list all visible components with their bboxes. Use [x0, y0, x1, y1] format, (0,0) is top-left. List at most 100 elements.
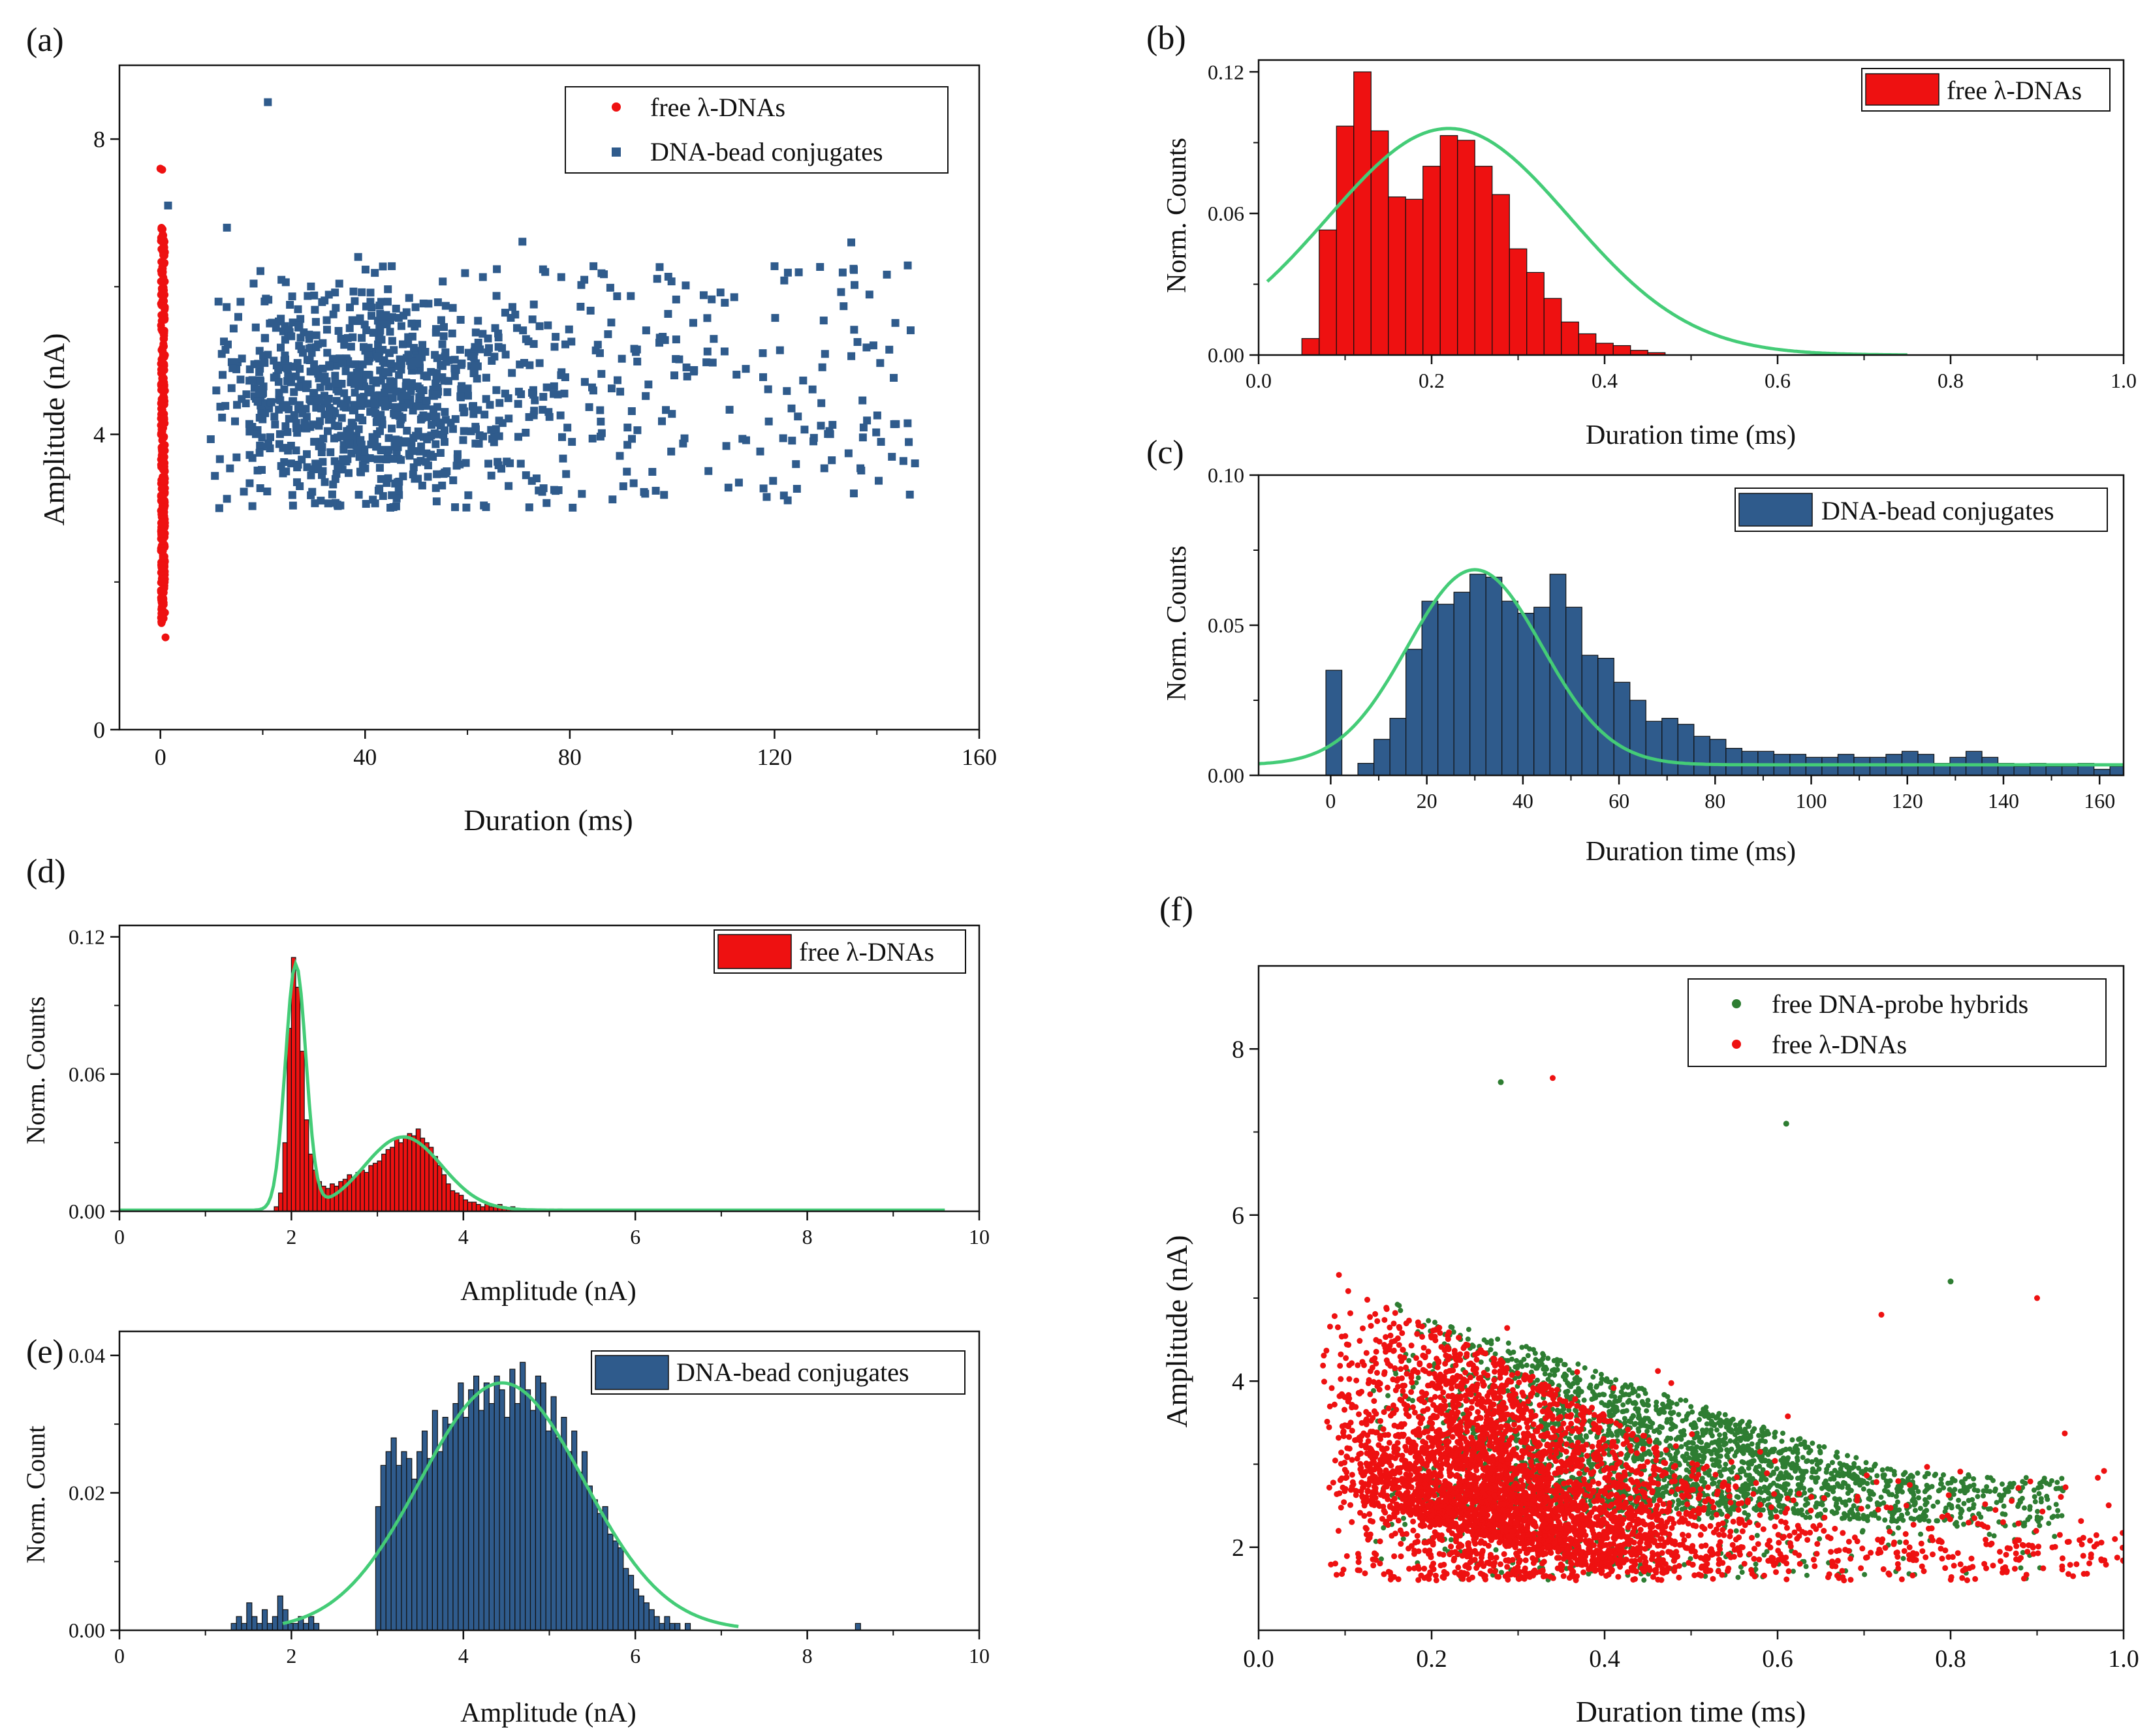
scatter-point-dna-probe-hybrid — [1535, 1358, 1541, 1364]
scatter-point-dna-bead — [480, 411, 489, 419]
scatter-point-free-lambda-dna — [1360, 1325, 1366, 1331]
scatter-point-dna-bead — [863, 416, 871, 425]
scatter-point-dna-probe-hybrid — [1829, 1459, 1835, 1465]
panel-c-legend: DNA-bead conjugates — [1735, 488, 2108, 532]
scatter-point-dna-bead — [689, 367, 698, 376]
scatter-point-dna-bead — [314, 465, 322, 474]
scatter-point-dna-probe-hybrid — [1958, 1506, 1964, 1512]
scatter-point-dna-bead — [516, 360, 524, 369]
scatter-point-dna-probe-hybrid — [1849, 1474, 1855, 1480]
histogram-bar — [674, 1622, 681, 1630]
scatter-point-dna-bead — [293, 359, 302, 367]
scatter-point-dna-probe-hybrid — [1678, 1444, 1684, 1449]
scatter-point-dna-probe-hybrid — [1976, 1511, 1982, 1517]
scatter-point-dna-bead — [580, 275, 589, 284]
scatter-point-dna-probe-hybrid — [1911, 1492, 1917, 1498]
scatter-point-dna-probe-hybrid — [1378, 1556, 1384, 1562]
histogram-bar — [338, 1181, 344, 1211]
scatter-point-dna-probe-hybrid — [1770, 1470, 1776, 1476]
y-tick-label: 8 — [93, 127, 105, 153]
scatter-point-dna-bead — [498, 344, 507, 352]
scatter-point-dna-bead — [403, 426, 411, 435]
scatter-point-dna-probe-hybrid — [1614, 1429, 1620, 1435]
scatter-point-dna-probe-hybrid — [1656, 1429, 1662, 1435]
scatter-point-dna-bead — [453, 450, 462, 458]
histogram-bar — [390, 1437, 397, 1630]
scatter-point-free-lambda-dna — [158, 345, 166, 353]
scatter-point-dna-bead — [294, 305, 302, 313]
scatter-point-dna-bead — [522, 335, 530, 343]
scatter-point-dna-probe-hybrid — [1727, 1438, 1733, 1444]
scatter-point-dna-bead — [375, 463, 384, 472]
histogram-bar — [236, 1616, 242, 1630]
scatter-point-dna-bead — [859, 423, 868, 431]
scatter-point-dna-probe-hybrid — [1967, 1483, 1973, 1489]
scatter-point-dna-bead — [443, 388, 452, 396]
scatter-point-dna-probe-hybrid — [1636, 1412, 1642, 1418]
y-tick-label: 0.02 — [69, 1481, 105, 1505]
scatter-point-dna-probe-hybrid — [1750, 1429, 1755, 1434]
scatter-point-dna-probe-hybrid — [1669, 1400, 1674, 1406]
scatter-point-dna-probe-hybrid — [1772, 1434, 1778, 1440]
scatter-point-dna-probe-hybrid — [1763, 1431, 1768, 1437]
scatter-point-dna-probe-hybrid — [1758, 1477, 1764, 1483]
scatter-point-dna-probe-hybrid — [1678, 1397, 1684, 1403]
scatter-point-free-lambda-dna — [1426, 1363, 1433, 1369]
scatter-point-dna-probe-hybrid — [1671, 1422, 1676, 1428]
scatter-point-dna-probe-hybrid — [1889, 1518, 1894, 1524]
scatter-point-dna-probe-hybrid — [1958, 1479, 1964, 1485]
panel-b-legend-label: free λ-DNAs — [1947, 76, 2082, 105]
scatter-point-dna-probe-hybrid — [1665, 1435, 1671, 1441]
scatter-point-dna-probe-hybrid — [1868, 1489, 1874, 1495]
histogram-bar — [1388, 196, 1406, 355]
scatter-point-dna-bead — [379, 262, 387, 271]
scatter-point-dna-bead — [290, 388, 298, 396]
scatter-point-dna-bead — [318, 442, 326, 451]
scatter-point-dna-probe-hybrid — [1904, 1510, 1910, 1516]
scatter-point-dna-probe-hybrid — [1932, 1472, 1938, 1478]
scatter-point-dna-bead — [482, 395, 490, 403]
panel-e-bars — [230, 1361, 861, 1630]
scatter-point-dna-bead — [559, 454, 567, 463]
x-tick-label: 4 — [458, 1644, 469, 1667]
scatter-point-dna-probe-hybrid — [1998, 1498, 2004, 1504]
panel-a-points — [156, 98, 919, 642]
scatter-point-free-lambda-dna — [161, 315, 169, 324]
scatter-point-dna-probe-hybrid — [1543, 1364, 1548, 1370]
scatter-point-dna-bead — [722, 442, 730, 450]
scatter-point-dna-bead — [771, 314, 779, 322]
histogram-bar — [520, 1361, 526, 1630]
histogram-bar — [303, 1622, 309, 1630]
scatter-point-dna-bead — [708, 295, 716, 303]
scatter-point-free-lambda-dna — [159, 588, 168, 597]
scatter-point-dna-probe-hybrid — [1676, 1412, 1682, 1418]
scatter-point-dna-bead — [703, 347, 712, 356]
histogram-bar — [1492, 194, 1510, 355]
histogram-bar — [437, 1165, 443, 1211]
scatter-point-dna-bead — [283, 401, 291, 409]
scatter-point-dna-bead — [432, 484, 440, 492]
scatter-point-dna-probe-hybrid — [1716, 1443, 1722, 1449]
scatter-point-dna-probe-hybrid — [1951, 1491, 1956, 1497]
scatter-point-dna-probe-hybrid — [1856, 1465, 1862, 1471]
histogram-bar — [1629, 700, 1646, 775]
scatter-point-dna-bead — [285, 414, 293, 423]
scatter-point-dna-bead — [295, 401, 304, 409]
scatter-point-dna-probe-hybrid — [1654, 1407, 1659, 1413]
histogram-bar — [445, 1183, 451, 1211]
scatter-point-free-lambda-dna — [157, 284, 166, 292]
scatter-point-dna-probe-hybrid — [1966, 1506, 1972, 1512]
scatter-point-dna-probe-hybrid — [1715, 1484, 1721, 1490]
histogram-bar — [463, 1199, 468, 1211]
scatter-point-dna-bead — [394, 484, 403, 492]
scatter-point-dna-bead — [432, 379, 440, 388]
scatter-point-free-lambda-dna — [1572, 1396, 1578, 1403]
scatter-point-dna-probe-hybrid — [1987, 1489, 1993, 1495]
scatter-point-dna-bead — [865, 290, 873, 299]
scatter-point-dna-bead — [437, 316, 445, 324]
scatter-point-dna-probe-hybrid — [1515, 1365, 1520, 1371]
scatter-point-dna-probe-hybrid — [1580, 1438, 1586, 1444]
histogram-bar — [504, 1417, 510, 1630]
scatter-point-dna-probe-hybrid — [2054, 1480, 2060, 1485]
scatter-point-dna-probe-hybrid — [1872, 1461, 1878, 1467]
